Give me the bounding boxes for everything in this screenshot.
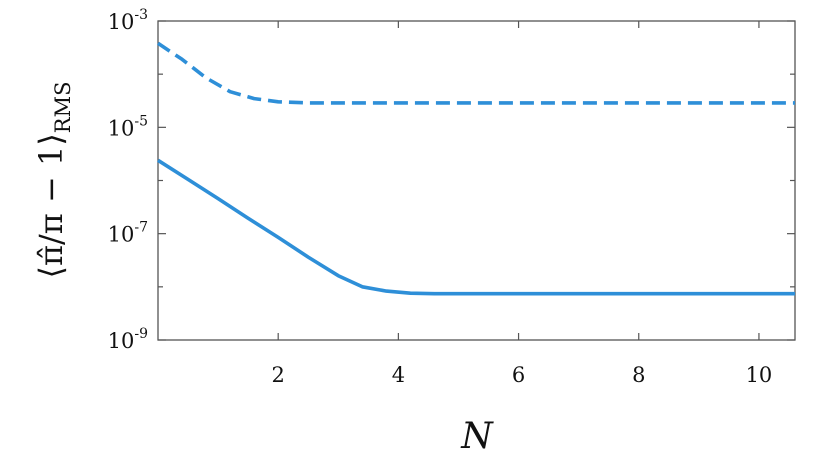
y-tick-base: 10 [108,223,135,247]
y-tick-exponent: -5 [134,113,148,129]
y-axis-ticks: 10-310-510-710-9 [108,7,795,353]
y-tick-label: 10-3 [108,7,148,34]
y-axis-title-main: ⟨π̂/π − 1⟩ [32,133,70,278]
y-tick-base: 10 [108,116,135,140]
y-tick-exponent: -9 [134,326,148,342]
y-tick-label: 10-5 [108,113,148,140]
y-tick-base: 10 [108,329,135,353]
x-tick-label: 6 [512,363,525,387]
series-line-dashed [157,41,795,105]
x-tick-label: 2 [272,363,285,387]
y-axis-title: ⟨π̂/π − 1⟩RMS [32,81,75,278]
x-tick-label: 10 [746,363,773,387]
x-axis-title: N [460,416,494,457]
y-tick-label: 10-7 [108,220,148,247]
series-line-solid [157,158,795,296]
y-tick-label: 10-9 [108,326,148,353]
x-tick-label: 4 [392,363,405,387]
series-layer [157,41,795,296]
y-tick-exponent: -7 [134,220,148,236]
y-tick-base: 10 [108,10,135,34]
x-axis-ticks: 2 4 6 8 10 [272,21,773,387]
y-tick-exponent: -3 [134,7,148,23]
y-axis-title-subscript: RMS [51,81,75,133]
x-tick-label: 8 [632,363,645,387]
